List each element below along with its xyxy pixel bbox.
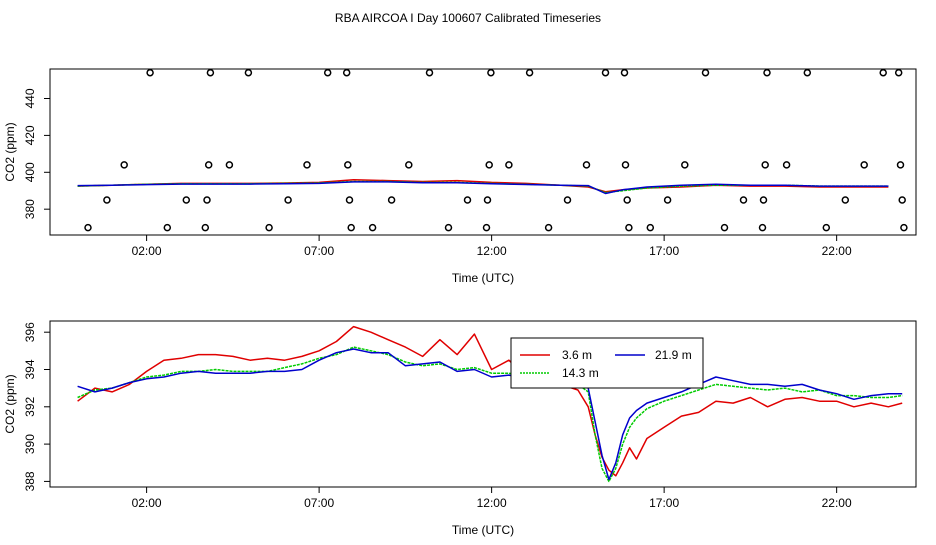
top-x-tick-label: 12:00 <box>477 244 507 258</box>
legend-label-14-3m: 14.3 m <box>562 366 599 380</box>
bottom-y-tick-label: 390 <box>23 434 37 454</box>
calibration-point <box>345 196 354 204</box>
calibration-point <box>201 223 210 232</box>
calibration-point <box>739 196 748 204</box>
top-plot-frame <box>49 68 917 236</box>
calibration-point <box>163 223 172 232</box>
calibration-point <box>203 196 211 204</box>
bottom-x-axis-label: Time (UTC) <box>452 523 514 537</box>
bottom-y-axis-label: CO2 (ppm) <box>3 374 17 433</box>
bottom-plot-frame <box>49 320 917 488</box>
calibration-point <box>265 223 273 232</box>
bottom-y-tick-label: 392 <box>23 396 37 416</box>
calibration-point <box>463 196 472 204</box>
calibration-point <box>898 196 906 204</box>
calibration-point <box>896 161 905 169</box>
calibration-point <box>681 161 689 169</box>
top-y-tick-label: 380 <box>23 199 37 219</box>
calibration-point <box>368 223 377 232</box>
top-y-tick-label: 420 <box>23 125 37 145</box>
calibration-point <box>84 223 92 232</box>
bottom-y-tick-label: 396 <box>23 322 37 342</box>
calibration-point <box>623 196 631 204</box>
calibration-point <box>146 68 154 77</box>
calibration-point <box>182 196 191 204</box>
calibration-point <box>758 223 767 232</box>
top-y-tick-label: 440 <box>23 88 37 108</box>
calibration-point <box>646 223 655 232</box>
top-x-tick-label: 17:00 <box>649 244 679 258</box>
bottom-x-tick-label: 07:00 <box>304 496 334 510</box>
legend-box <box>510 337 704 389</box>
calibration-point <box>244 68 253 77</box>
bottom-panel: Time (UTC) CO2 (ppm) 02:00 07:00 12:00 17:0… <box>3 320 917 537</box>
calibration-point <box>284 196 292 204</box>
top-x-axis-label: Time (UTC) <box>452 271 514 285</box>
legend-label-3-6m: 3.6 m <box>562 348 592 362</box>
calibration-point <box>204 161 213 169</box>
calibration-point <box>663 196 672 204</box>
bottom-x-tick-label: 22:00 <box>822 496 852 510</box>
calibration-point <box>485 161 493 169</box>
bottom-x-tick-label: 12:00 <box>477 496 507 510</box>
calibration-point <box>894 68 903 77</box>
calibration-point <box>483 196 492 204</box>
legend-label-21-9m: 21.9 m <box>655 348 692 362</box>
calibration-point <box>482 223 491 232</box>
calibration-point <box>841 196 850 204</box>
top-x-tick-label: 07:00 <box>304 244 334 258</box>
calibration-point <box>782 161 791 169</box>
top-y-tick-label: 400 <box>23 162 37 182</box>
bottom-x-tick-label: 17:00 <box>649 496 679 510</box>
top-x-tick-label: 22:00 <box>822 244 852 258</box>
calibration-point <box>505 161 513 169</box>
calibration-point <box>625 223 633 232</box>
calibration-point <box>621 161 630 169</box>
calibration-point <box>720 223 729 232</box>
calibration-point <box>525 68 534 77</box>
calibration-point <box>759 196 768 204</box>
calibration-point <box>347 223 355 232</box>
calibration-point <box>405 161 413 169</box>
calibration-point <box>701 68 710 77</box>
calibration-point <box>601 68 610 77</box>
top-panel: Time (UTC) CO2 (ppm) 02:00 07:00 12:00 17:0… <box>3 68 917 285</box>
calibration-point <box>225 161 234 169</box>
chart-title: RBA AIRCOA I Day 100607 Calibrated Times… <box>335 11 601 25</box>
calibration-point <box>344 161 352 169</box>
calibration-point <box>323 68 332 77</box>
bottom-y-tick-label: 394 <box>23 359 37 379</box>
calibration-point <box>803 68 812 77</box>
calibration-point <box>822 223 831 232</box>
bottom-series-21-9-mline <box>77 348 903 481</box>
bottom-x-tick-label: 02:00 <box>132 496 162 510</box>
calibration-point <box>563 196 572 204</box>
calibration-point <box>763 68 771 77</box>
calibration-point <box>387 196 396 204</box>
top-series-21-9-mline <box>77 181 889 195</box>
calibration-point <box>900 223 908 232</box>
calibration-point <box>860 161 868 169</box>
calibration-point <box>582 161 591 169</box>
calibration-point <box>425 68 434 77</box>
calibration-point <box>303 161 311 169</box>
top-x-tick-label: 02:00 <box>132 244 162 258</box>
calibration-point <box>444 223 453 232</box>
bottom-series-3-6-mline <box>77 325 903 477</box>
calibration-point <box>761 161 769 169</box>
legend: 3.6 m 21.9 m 14.3 m <box>510 337 704 389</box>
calibration-point <box>342 68 351 77</box>
calibration-point <box>544 223 553 232</box>
bottom-y-tick-label: 388 <box>23 471 37 491</box>
calibration-point <box>206 68 215 77</box>
top-y-axis-label: CO2 (ppm) <box>3 122 17 181</box>
calibration-point <box>120 161 128 169</box>
calibration-point <box>620 68 629 77</box>
calibration-point <box>103 196 111 204</box>
calibration-point <box>487 68 495 77</box>
calibration-point <box>879 68 887 77</box>
